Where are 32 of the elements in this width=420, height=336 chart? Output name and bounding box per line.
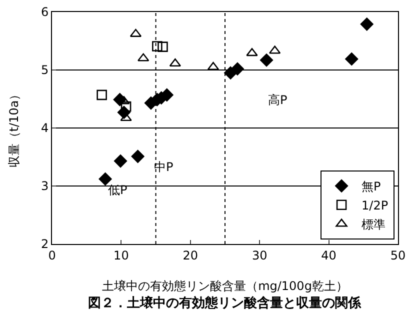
x-tick-label: 10 xyxy=(114,248,129,262)
annotation: 中P xyxy=(154,160,174,174)
x-axis-title: 土壌中の有効態リン酸含量（mg/100g乾土） xyxy=(102,279,348,293)
point xyxy=(114,154,128,168)
point xyxy=(152,41,162,52)
point xyxy=(360,18,374,31)
point xyxy=(345,52,358,66)
text: 図２．土壌中の有効態リン酸含量と収量の関係 xyxy=(88,295,362,311)
point xyxy=(246,48,258,56)
point xyxy=(169,58,182,67)
point xyxy=(131,150,144,163)
y-tick-label: 4 xyxy=(40,121,49,136)
point xyxy=(158,42,168,52)
x-tick-label: 40 xyxy=(321,248,336,262)
legend-label: 無P xyxy=(362,180,381,194)
x-tick-label: 50 xyxy=(390,248,406,262)
point xyxy=(98,172,112,186)
x-tick-label: 0 xyxy=(48,248,56,262)
point xyxy=(230,62,244,76)
y-tick-label: 5 xyxy=(40,63,49,78)
y-tick-label: 6 xyxy=(40,5,49,20)
y-tick-label: 3 xyxy=(40,179,49,194)
point xyxy=(260,54,274,67)
legend-label: 標準 xyxy=(362,218,386,232)
x-tick-label: 20 xyxy=(182,248,198,262)
annotation: 高P xyxy=(268,93,288,107)
y-axis-title: 収量（t/10a） xyxy=(7,88,21,168)
x-tick-label: 30 xyxy=(252,248,268,262)
y-tick-label: 2 xyxy=(40,237,49,252)
point xyxy=(120,101,132,112)
point xyxy=(96,90,107,100)
legend-label: 1/2P xyxy=(362,198,388,213)
